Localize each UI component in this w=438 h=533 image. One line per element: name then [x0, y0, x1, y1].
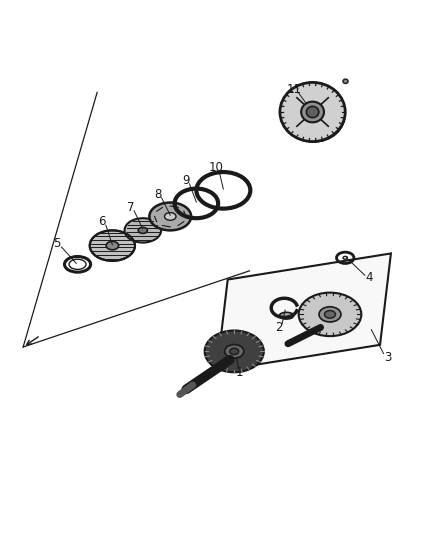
Text: 9: 9: [183, 174, 190, 187]
Ellipse shape: [301, 102, 324, 123]
Ellipse shape: [319, 307, 341, 322]
Ellipse shape: [306, 107, 319, 118]
Ellipse shape: [138, 228, 148, 233]
Text: 2: 2: [276, 321, 283, 334]
Ellipse shape: [90, 230, 135, 261]
Text: 5: 5: [53, 237, 61, 251]
Text: 8: 8: [154, 188, 162, 201]
Ellipse shape: [106, 241, 119, 250]
Ellipse shape: [149, 203, 191, 230]
Text: 6: 6: [99, 215, 106, 228]
Ellipse shape: [299, 293, 361, 336]
Text: 11: 11: [286, 83, 301, 96]
Ellipse shape: [165, 213, 176, 220]
Ellipse shape: [69, 259, 86, 269]
Ellipse shape: [343, 256, 347, 259]
Text: 3: 3: [384, 351, 391, 364]
Ellipse shape: [325, 311, 336, 318]
Ellipse shape: [279, 312, 293, 319]
Text: 7: 7: [127, 201, 134, 214]
Ellipse shape: [230, 348, 239, 354]
Ellipse shape: [225, 344, 244, 358]
Ellipse shape: [124, 218, 161, 243]
Ellipse shape: [343, 79, 348, 84]
Text: 10: 10: [208, 161, 223, 174]
Ellipse shape: [285, 87, 345, 142]
Polygon shape: [217, 254, 391, 371]
Text: 1: 1: [235, 366, 243, 379]
Text: 4: 4: [365, 271, 373, 284]
Ellipse shape: [280, 83, 345, 142]
Ellipse shape: [205, 330, 264, 372]
